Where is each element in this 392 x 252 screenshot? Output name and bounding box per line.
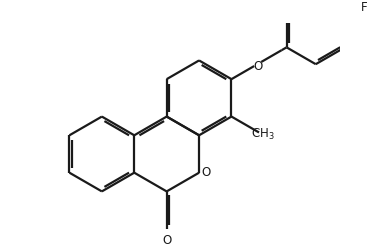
Text: CH$_3$: CH$_3$	[251, 127, 275, 142]
Text: O: O	[201, 166, 210, 179]
Text: F: F	[361, 1, 367, 14]
Text: O: O	[162, 234, 171, 247]
Text: O: O	[253, 59, 263, 73]
